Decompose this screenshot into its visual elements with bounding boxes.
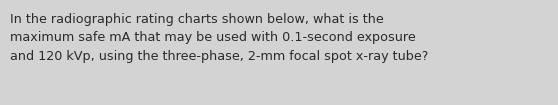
Text: In the radiographic rating charts shown below, what is the
maximum safe mA that : In the radiographic rating charts shown …	[10, 13, 429, 63]
